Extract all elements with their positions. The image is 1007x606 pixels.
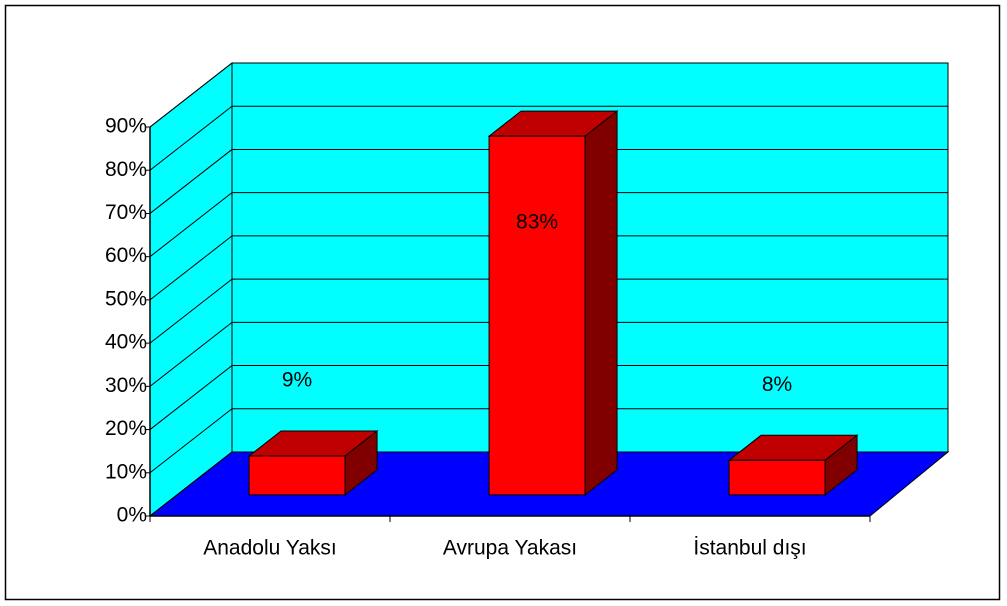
grid-line bbox=[149, 365, 233, 430]
x-tick-label: Anadolu Yaksı bbox=[203, 537, 337, 560]
y-tick-label: 30% bbox=[105, 374, 147, 397]
side-wall bbox=[149, 61, 233, 518]
y-tick-label: 20% bbox=[105, 417, 147, 440]
value-label: 9% bbox=[282, 369, 312, 392]
grid-line bbox=[149, 235, 233, 301]
bar-side bbox=[584, 110, 618, 496]
y-tick-label: 60% bbox=[105, 244, 147, 267]
grid-line bbox=[149, 149, 233, 214]
grid-line bbox=[149, 278, 233, 344]
y-tick-label: 90% bbox=[105, 115, 147, 138]
bar bbox=[248, 455, 346, 496]
grid-line bbox=[149, 321, 233, 387]
y-tick-label: 80% bbox=[105, 158, 147, 181]
y-tick-label: 0% bbox=[117, 504, 147, 527]
x-tick-label: İstanbul dışı bbox=[693, 537, 806, 560]
bar bbox=[488, 135, 586, 496]
grid-line bbox=[149, 105, 233, 171]
grid-line bbox=[149, 451, 233, 517]
y-tick-label: 10% bbox=[105, 460, 147, 483]
grid-line bbox=[149, 62, 233, 128]
value-label: 8% bbox=[762, 373, 792, 396]
x-tick-label: Avrupa Yakası bbox=[443, 537, 577, 560]
bar bbox=[728, 459, 826, 496]
y-tick-label: 70% bbox=[105, 201, 147, 224]
y-tick-label: 50% bbox=[105, 287, 147, 310]
value-label: 83% bbox=[516, 211, 558, 234]
grid-line bbox=[149, 192, 233, 258]
grid-line bbox=[149, 408, 233, 474]
y-tick-label: 40% bbox=[105, 331, 147, 354]
